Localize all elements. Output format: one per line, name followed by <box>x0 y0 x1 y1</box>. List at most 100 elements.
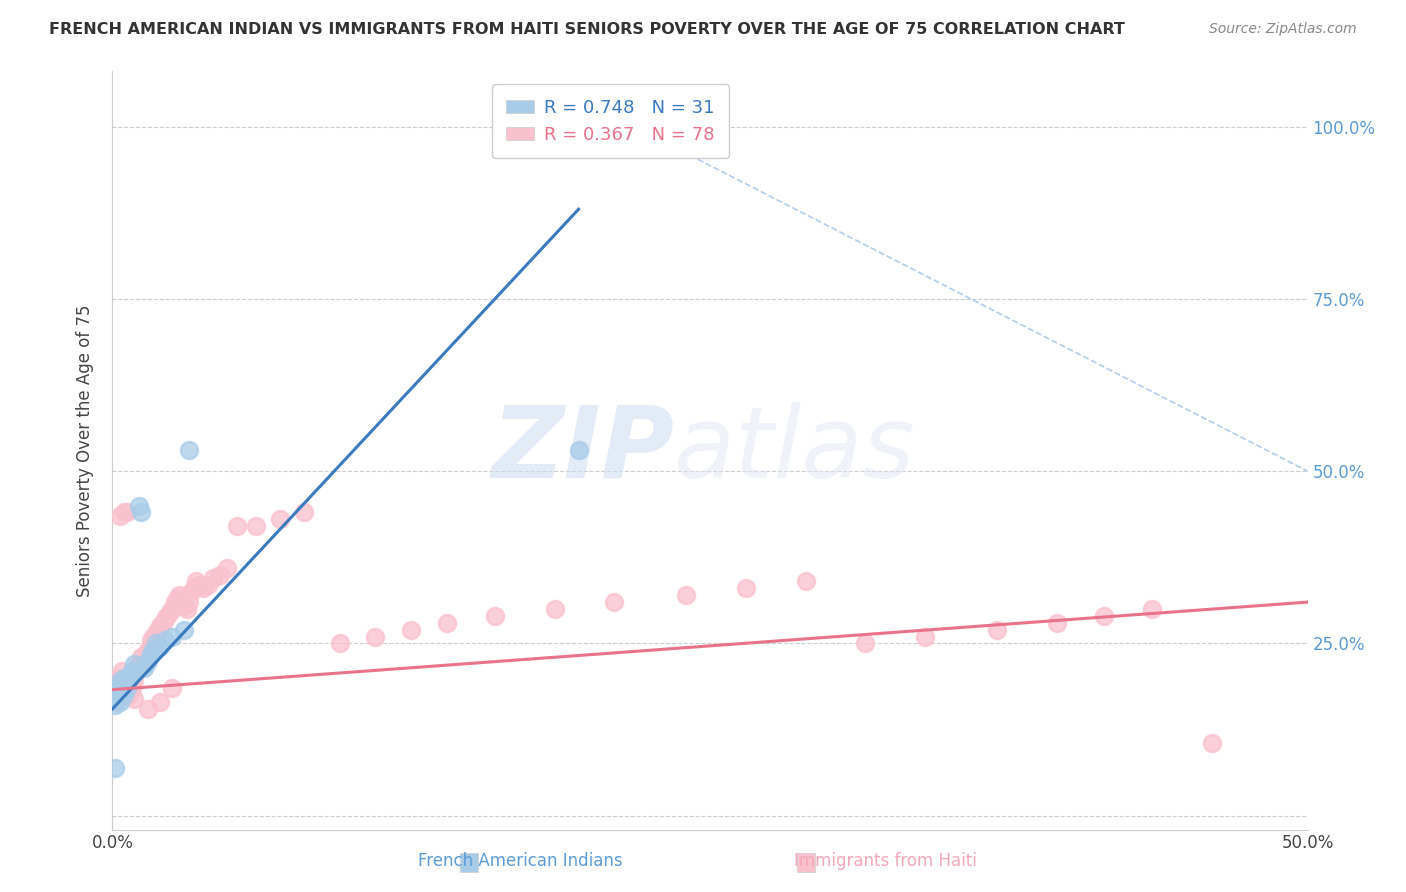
Point <box>217 560 239 574</box>
Point <box>105 695 128 709</box>
Point <box>364 630 387 644</box>
Point <box>197 578 219 592</box>
Point <box>149 640 172 654</box>
Point <box>329 636 352 650</box>
Point <box>138 702 160 716</box>
Point <box>108 695 131 709</box>
Point <box>108 508 131 523</box>
Point <box>914 630 936 644</box>
Point <box>122 691 145 706</box>
Point <box>128 657 150 672</box>
Point <box>114 688 135 702</box>
Point <box>125 664 148 678</box>
Point <box>111 664 134 678</box>
Text: FRENCH AMERICAN INDIAN VS IMMIGRANTS FROM HAITI SENIORS POVERTY OVER THE AGE OF : FRENCH AMERICAN INDIAN VS IMMIGRANTS FRO… <box>49 22 1125 37</box>
Point <box>139 647 162 661</box>
Point <box>1142 602 1164 616</box>
Text: Source: ZipAtlas.com: Source: ZipAtlas.com <box>1209 22 1357 37</box>
Point <box>135 647 157 661</box>
Point <box>104 688 127 702</box>
Point <box>186 574 208 589</box>
Point <box>401 623 423 637</box>
Point <box>118 674 141 689</box>
Point <box>225 519 247 533</box>
Point <box>153 633 176 648</box>
Point <box>146 623 169 637</box>
Point <box>105 671 128 685</box>
Point <box>1094 608 1116 623</box>
Point <box>173 599 195 613</box>
Point <box>115 681 138 696</box>
Point <box>735 582 758 596</box>
Point <box>177 443 200 458</box>
Point <box>149 619 172 633</box>
Point <box>177 595 200 609</box>
Point <box>1046 615 1069 630</box>
Point <box>675 588 697 602</box>
Point <box>159 606 181 620</box>
Point <box>115 671 138 685</box>
Point <box>187 578 209 592</box>
Point <box>201 571 224 585</box>
Point <box>114 688 135 702</box>
Point <box>118 688 141 702</box>
Point <box>121 667 143 681</box>
Y-axis label: Seniors Poverty Over the Age of 75: Seniors Poverty Over the Age of 75 <box>76 304 94 597</box>
Point <box>108 674 131 689</box>
Point <box>166 591 188 606</box>
Point <box>156 608 179 623</box>
Point <box>436 615 458 630</box>
Point <box>170 595 193 609</box>
Point <box>105 684 128 698</box>
Point <box>1201 736 1223 750</box>
Point <box>142 643 165 657</box>
Point <box>115 681 138 696</box>
Legend: R = 0.748   N = 31, R = 0.367   N = 78: R = 0.748 N = 31, R = 0.367 N = 78 <box>492 84 730 158</box>
Point <box>115 674 138 689</box>
Point <box>176 602 198 616</box>
Point <box>568 443 591 458</box>
Point <box>125 660 148 674</box>
Point <box>193 582 215 596</box>
Point <box>603 595 626 609</box>
Point <box>142 630 165 644</box>
Point <box>138 643 160 657</box>
Point <box>114 506 135 520</box>
Text: French American Indians: French American Indians <box>418 852 623 870</box>
Point <box>138 654 160 668</box>
Point <box>245 519 267 533</box>
Point <box>153 612 176 626</box>
Point <box>209 567 232 582</box>
Point <box>145 636 167 650</box>
Point <box>135 657 157 672</box>
Point <box>169 588 191 602</box>
Point <box>163 595 186 609</box>
Point <box>132 660 155 674</box>
Point <box>104 678 127 692</box>
Point <box>129 650 152 665</box>
Point <box>105 691 128 706</box>
Point <box>122 657 145 672</box>
Point <box>128 499 150 513</box>
Point <box>108 674 131 689</box>
Point <box>104 760 127 774</box>
Point <box>139 633 162 648</box>
Text: atlas: atlas <box>675 402 915 499</box>
Point <box>122 674 145 689</box>
Point <box>104 698 127 713</box>
Point <box>105 681 128 696</box>
Point <box>162 602 183 616</box>
Point <box>111 681 134 696</box>
Text: ZIP: ZIP <box>491 402 675 499</box>
Point <box>114 671 135 685</box>
Point <box>121 681 143 696</box>
Point <box>269 512 291 526</box>
Text: Immigrants from Haiti: Immigrants from Haiti <box>794 852 977 870</box>
Point <box>111 684 134 698</box>
Point <box>111 678 134 692</box>
Point <box>292 506 315 520</box>
Point <box>484 608 506 623</box>
Point <box>118 671 141 685</box>
Point <box>145 626 167 640</box>
Point <box>162 630 183 644</box>
